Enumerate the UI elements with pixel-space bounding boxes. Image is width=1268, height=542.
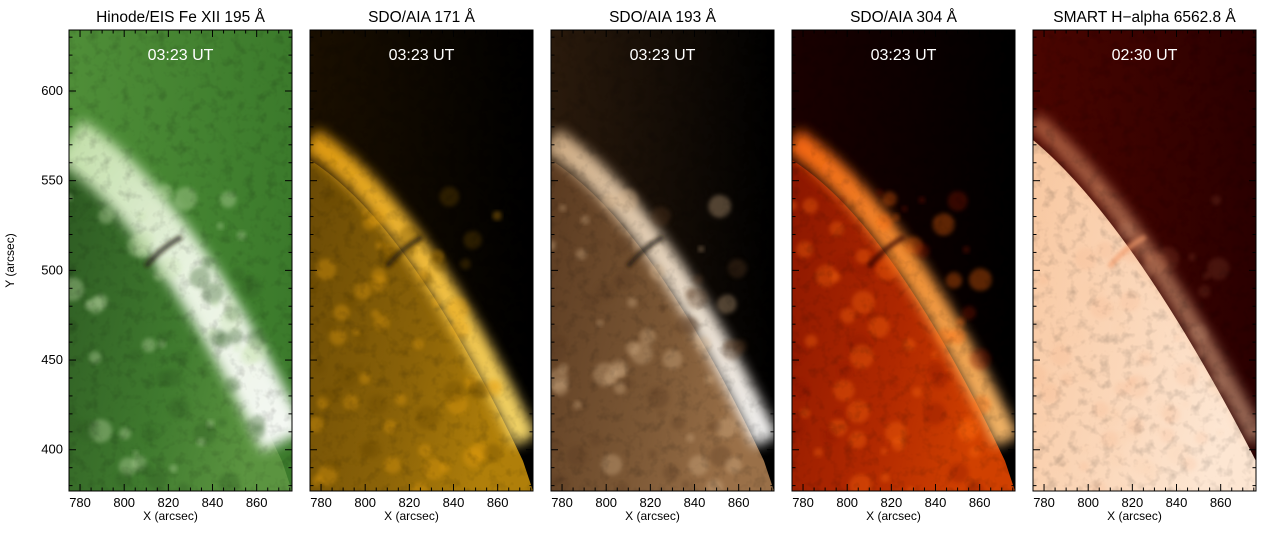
panel-timestamp: 02:30 UT <box>1112 47 1178 64</box>
x-tick-label: 820 <box>399 495 421 510</box>
panel-2: 780 800 820 840 860 X (arcsec) SDO/AIA 171 Å 03… <box>309 9 534 523</box>
jet-feature <box>1107 234 1147 269</box>
panel-frame <box>1032 29 1257 492</box>
panel-title: SDO/AIA 193 Å <box>609 9 716 26</box>
jet-feature <box>866 234 906 269</box>
panel-image <box>69 30 292 491</box>
x-tick-label: 800 <box>1077 495 1099 510</box>
jet-feature <box>143 234 183 269</box>
x-tick-label: 840 <box>925 495 947 510</box>
x-tick-label: 860 <box>487 495 509 510</box>
x-tick-label: 860 <box>246 495 268 510</box>
panel-frame <box>550 29 775 492</box>
x-axis-label: X (arcsec) <box>866 509 921 523</box>
panel-1: 780 800 820 840 860 400 450 500 550 600 Y (arcsec)… <box>3 9 293 523</box>
panel-image <box>551 30 774 491</box>
panel-5: 780 800 820 840 860 X (arcsec) SMART H−alpha 6… <box>1032 9 1257 523</box>
x-tick-label: 820 <box>640 495 662 510</box>
x-tick-label: 820 <box>1122 495 1144 510</box>
x-tick-label: 840 <box>443 495 465 510</box>
x-tick-label: 780 <box>792 495 814 510</box>
x-tick-label: 840 <box>202 495 224 510</box>
panel-timestamp: 03:23 UT <box>389 47 455 64</box>
y-tick-label: 550 <box>41 173 63 188</box>
x-tick-label: 860 <box>728 495 750 510</box>
x-tick-label: 840 <box>1166 495 1188 510</box>
panel-image <box>792 30 1015 491</box>
panel-frame <box>68 29 293 492</box>
x-tick-label: 820 <box>158 495 180 510</box>
x-tick-label: 860 <box>1210 495 1232 510</box>
y-tick-label: 600 <box>41 83 63 98</box>
x-tick-label: 800 <box>354 495 376 510</box>
x-axis-label: X (arcsec) <box>1107 509 1162 523</box>
panel-3: 780 800 820 840 860 X (arcsec) SDO/AIA 193 Å 03… <box>550 9 775 523</box>
x-tick-label: 780 <box>69 495 91 510</box>
panel-4: 780 800 820 840 860 X (arcsec) SDO/AIA 304 Å 03… <box>791 9 1016 523</box>
panel-timestamp: 03:23 UT <box>630 47 696 64</box>
panel-frame <box>791 29 1016 492</box>
panel-timestamp: 03:23 UT <box>871 47 937 64</box>
y-tick-label: 450 <box>41 352 63 367</box>
x-tick-label: 780 <box>1033 495 1055 510</box>
y-axis-label: Y (arcsec) <box>3 233 17 287</box>
jet-feature <box>384 234 424 269</box>
x-tick-label: 800 <box>595 495 617 510</box>
x-tick-label: 780 <box>310 495 332 510</box>
panel-frame <box>309 29 534 492</box>
x-tick-label: 820 <box>881 495 903 510</box>
jet-feature <box>625 234 665 269</box>
x-tick-label: 860 <box>969 495 991 510</box>
x-axis-label: X (arcsec) <box>384 509 439 523</box>
x-axis-label: X (arcsec) <box>625 509 680 523</box>
panel-timestamp: 03:23 UT <box>148 47 214 64</box>
x-tick-label: 800 <box>836 495 858 510</box>
panel-title: SMART H−alpha 6562.8 Å <box>1053 9 1236 26</box>
x-axis-label: X (arcsec) <box>143 509 198 523</box>
panel-title: SDO/AIA 304 Å <box>850 9 957 26</box>
y-tick-label: 400 <box>41 442 63 457</box>
panel-image <box>1033 30 1256 491</box>
x-tick-label: 780 <box>551 495 573 510</box>
x-tick-label: 840 <box>684 495 706 510</box>
x-tick-label: 800 <box>113 495 135 510</box>
panel-title: SDO/AIA 171 Å <box>368 9 475 26</box>
y-tick-label: 500 <box>41 262 63 277</box>
panel-image <box>310 30 533 491</box>
panel-title: Hinode/EIS Fe XII 195 Å <box>96 9 266 26</box>
